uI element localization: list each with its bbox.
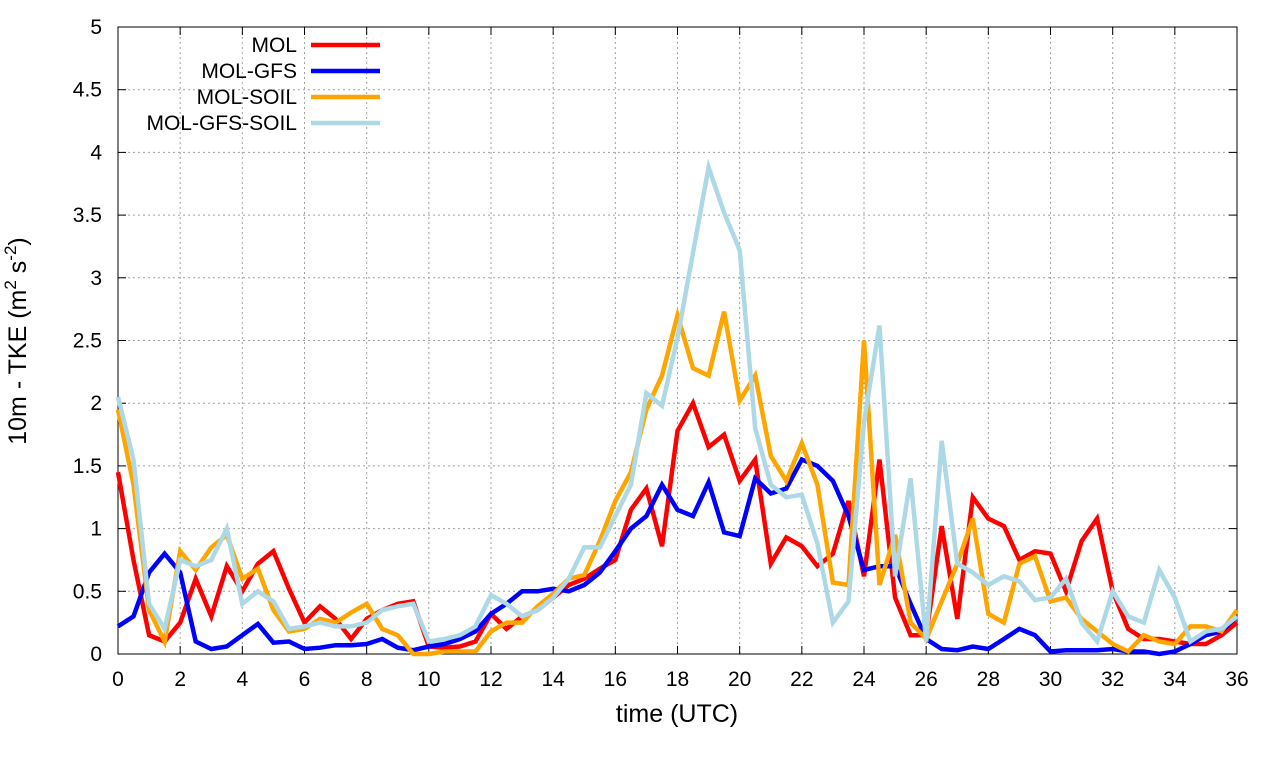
x-tick-label: 2 bbox=[174, 668, 186, 691]
x-axis-title: time (UTC) bbox=[616, 700, 738, 728]
y-tick-label: 3 bbox=[90, 267, 102, 290]
x-tick-label: 8 bbox=[361, 668, 373, 691]
x-tick-label: 18 bbox=[666, 668, 689, 691]
legend-label-mol-gfs-soil: MOL-GFS-SOIL bbox=[146, 112, 297, 135]
y-axis-title-sup2: -2 bbox=[1, 246, 20, 261]
y-tick-label: 1.5 bbox=[73, 455, 102, 478]
x-tick-label: 0 bbox=[112, 668, 124, 691]
y-axis-title-end: ) bbox=[4, 237, 32, 245]
y-tick-label: 0 bbox=[90, 643, 102, 666]
y-axis-title-main: 10m - TKE (m bbox=[4, 290, 32, 445]
y-tick-label: 2 bbox=[90, 392, 102, 415]
y-axis-title-sup1: 2 bbox=[1, 280, 20, 289]
y-tick-label: 1 bbox=[90, 518, 102, 541]
y-axis-title-mid: s bbox=[4, 261, 32, 280]
series-lines bbox=[118, 167, 1237, 654]
y-tick-label: 4.5 bbox=[73, 79, 102, 102]
y-tick-label: 2.5 bbox=[73, 330, 102, 353]
legend-label-mol: MOL bbox=[251, 34, 297, 57]
x-tick-label: 26 bbox=[914, 668, 937, 691]
x-tick-label: 28 bbox=[977, 668, 1000, 691]
line-chart: 0 2 4 6 8 10 12 14 16 18 20 22 24 26 28 30 32 34 36 00.511… bbox=[0, 0, 1280, 760]
x-tick-label: 32 bbox=[1101, 668, 1124, 691]
x-tick-label: 36 bbox=[1225, 668, 1248, 691]
y-tick-label: 3.5 bbox=[73, 204, 102, 227]
x-tick-label: 4 bbox=[236, 668, 248, 691]
x-tick-label: 22 bbox=[790, 668, 813, 691]
series-line-mol bbox=[118, 403, 1237, 648]
x-tick-label: 24 bbox=[852, 668, 876, 691]
legend-label-mol-gfs: MOL-GFS bbox=[201, 60, 297, 83]
x-tick-label: 10 bbox=[417, 668, 440, 691]
x-tick-label: 34 bbox=[1163, 668, 1187, 691]
x-tick-label: 20 bbox=[728, 668, 751, 691]
x-tick-label: 30 bbox=[1039, 668, 1062, 691]
y-tick-label: 0.5 bbox=[73, 580, 102, 603]
y-axis-title: 10m - TKE (m2 s-2) bbox=[1, 237, 32, 445]
y-tick-label: 4 bbox=[90, 141, 102, 164]
legend: MOL MOL-GFS MOL-SOIL MOL-GFS-SOIL bbox=[146, 34, 380, 135]
x-tick-label: 16 bbox=[604, 668, 627, 691]
x-tick-label: 14 bbox=[541, 668, 565, 691]
y-tick-label: 5 bbox=[90, 16, 102, 39]
x-tick-label: 6 bbox=[299, 668, 311, 691]
legend-label-mol-soil: MOL-SOIL bbox=[197, 86, 297, 109]
x-tick-label: 12 bbox=[479, 668, 502, 691]
